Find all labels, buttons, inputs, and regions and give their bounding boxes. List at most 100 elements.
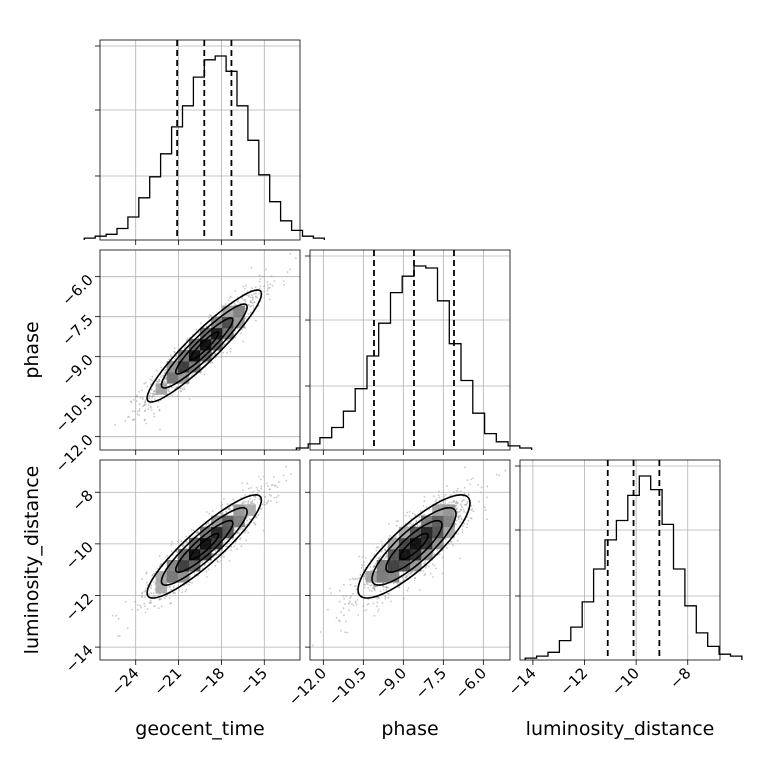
scatter-point — [362, 605, 365, 608]
scatter-point — [277, 494, 280, 497]
scatter-point — [261, 275, 264, 278]
scatter-point — [456, 539, 459, 542]
scatter-point — [225, 352, 228, 354]
scatter-point — [143, 403, 146, 406]
scatter-point — [383, 558, 386, 560]
scatter-point — [207, 561, 209, 564]
scatter-point — [154, 583, 157, 585]
scatter-point — [244, 494, 247, 496]
scatter-point — [140, 606, 143, 609]
scatter-point — [267, 284, 269, 286]
scatter-point — [168, 586, 171, 588]
xaxis-label-luminosity-distance: luminosity_distance — [526, 718, 715, 740]
scatter-point — [170, 550, 173, 552]
scatter-point — [455, 519, 458, 522]
scatter-point — [251, 287, 253, 289]
density-cell — [387, 548, 400, 561]
scatter-point — [436, 549, 439, 552]
scatter-point — [461, 528, 464, 531]
scatter-point — [424, 561, 427, 563]
scatter-point — [143, 590, 146, 593]
scatter-point — [173, 585, 175, 587]
scatter-point — [229, 350, 232, 353]
scatter-point — [360, 566, 363, 569]
scatter-point — [143, 602, 146, 605]
scatter-point — [219, 505, 222, 507]
scatter-point — [144, 401, 146, 404]
scatter-point — [136, 608, 139, 611]
scatter-point — [152, 412, 155, 415]
scatter-point — [144, 611, 147, 614]
scatter-point — [167, 389, 170, 392]
scatter-point — [117, 617, 120, 620]
density-cell — [222, 316, 234, 329]
scatter-point — [229, 296, 231, 299]
scatter-point — [340, 629, 342, 632]
scatter-point — [176, 540, 179, 543]
scatter-point — [283, 284, 285, 286]
scatter-point — [258, 280, 261, 283]
scatter-point — [452, 491, 455, 493]
scatter-point — [466, 526, 468, 529]
scatter-point — [222, 351, 225, 354]
scatter-point — [486, 485, 489, 488]
scatter-point — [463, 503, 466, 506]
scatter-point — [232, 498, 235, 501]
scatter-point — [188, 584, 190, 586]
scatter-point — [264, 496, 266, 498]
scatter-point — [199, 322, 202, 324]
density-cell — [421, 537, 433, 550]
scatter-point — [174, 357, 176, 360]
scatter-point — [479, 491, 482, 494]
scatter-point — [371, 590, 373, 592]
scatter-point — [267, 499, 270, 502]
scatter-point — [158, 565, 161, 568]
scatter-point — [282, 474, 285, 477]
scatter-point — [180, 387, 183, 390]
scatter-point — [373, 614, 376, 617]
scatter-point — [484, 509, 487, 511]
scatter-point — [344, 603, 346, 605]
scatter-point — [459, 557, 462, 560]
xtick-label-luminosity-distance: −8 — [666, 664, 694, 692]
scatter-point — [241, 482, 244, 484]
scatter-point — [207, 568, 210, 571]
scatter-point — [203, 373, 206, 375]
scatter-point — [376, 605, 378, 608]
scatter-point — [470, 478, 473, 481]
scatter-point — [398, 586, 401, 589]
scatter-point — [227, 339, 229, 342]
scatter-point — [144, 605, 146, 607]
scatter-point — [266, 501, 269, 503]
panel-geocent-time-vs-luminosity-distance — [111, 465, 292, 637]
contour-1-sigma — [174, 519, 234, 574]
scatter-point — [457, 518, 460, 521]
scatter-point — [225, 510, 228, 513]
scatter-point — [142, 405, 144, 408]
scatter-point — [246, 294, 248, 296]
scatter-point — [209, 361, 212, 364]
scatter-point — [188, 581, 191, 584]
scatter-point — [272, 476, 275, 478]
scatter-point — [190, 529, 193, 531]
scatter-point — [191, 582, 193, 584]
scatter-point — [148, 395, 151, 397]
scatter-point — [160, 366, 163, 369]
contour-0.5-sigma — [399, 532, 429, 561]
scatter-point — [381, 602, 384, 604]
scatter-point — [343, 614, 345, 617]
density-cell — [233, 504, 245, 516]
density-cell — [410, 537, 422, 550]
density-cell — [211, 316, 223, 329]
scatter-point — [182, 544, 185, 547]
density-cell — [387, 560, 400, 572]
scatter-point — [228, 508, 231, 511]
scatter-point — [266, 289, 269, 292]
ytick-label-luminosity-distance: −10 — [62, 538, 97, 573]
scatter-point — [465, 511, 467, 514]
scatter-point — [439, 503, 442, 505]
scatter-point — [221, 512, 224, 514]
scatter-point — [234, 541, 237, 543]
scatter-point — [174, 592, 177, 594]
scatter-point — [263, 290, 265, 293]
